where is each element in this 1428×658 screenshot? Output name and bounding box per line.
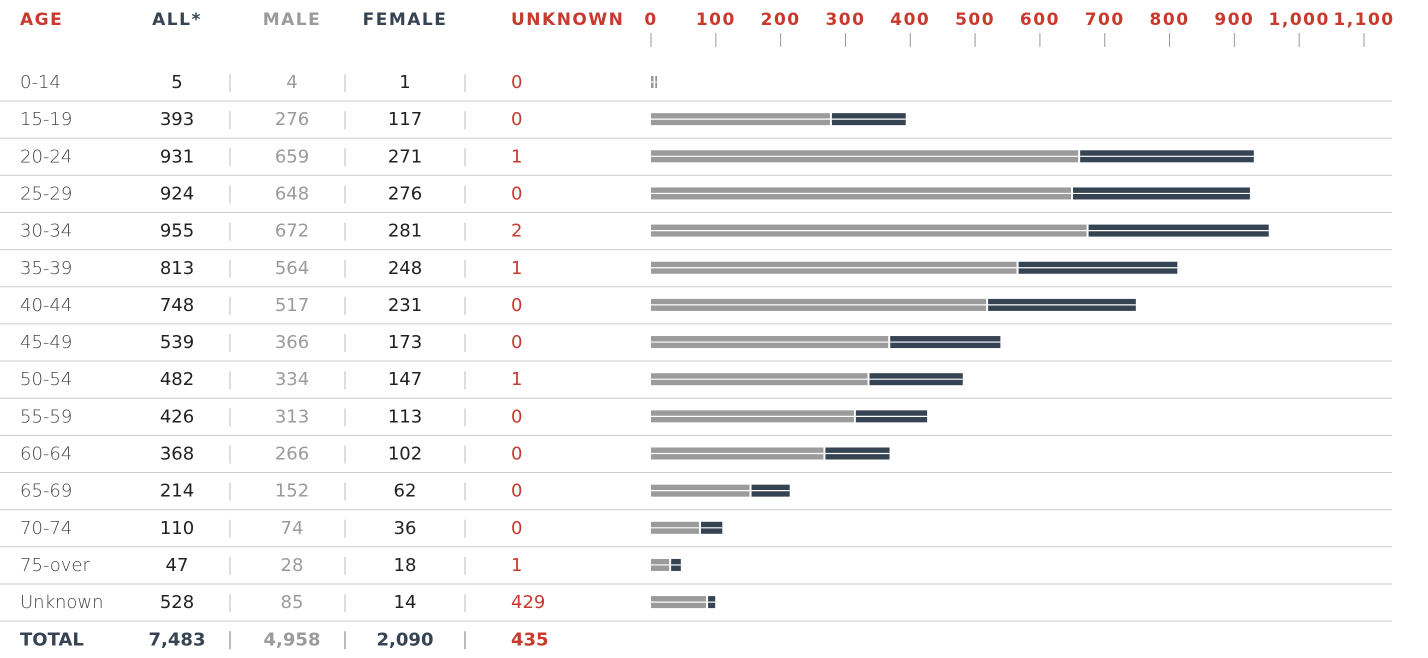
age-label: 30-34 bbox=[20, 221, 72, 242]
cell-value: 672 bbox=[275, 221, 309, 242]
cell-value: 113 bbox=[388, 406, 422, 427]
all-value: 110 bbox=[160, 518, 194, 539]
cell-value: 0 bbox=[511, 406, 522, 427]
cell-value: 74 bbox=[281, 518, 304, 539]
total-value: 435 bbox=[511, 629, 549, 650]
age-label: 75-over bbox=[20, 555, 90, 576]
x-tick-label: 100 bbox=[696, 10, 736, 30]
x-tick-label: 1,000 bbox=[1269, 10, 1330, 30]
cell-value: 429 bbox=[511, 592, 545, 613]
column-header: UNKNOWN bbox=[511, 10, 624, 30]
all-value: 426 bbox=[160, 406, 194, 427]
all-value: 368 bbox=[160, 444, 194, 465]
total-value: 4,958 bbox=[264, 629, 321, 650]
cell-value: 564 bbox=[275, 258, 309, 279]
all-value: 528 bbox=[160, 592, 194, 613]
cell-value: 276 bbox=[388, 183, 422, 204]
age-label: Unknown bbox=[20, 592, 104, 613]
cell-value: 1 bbox=[399, 72, 410, 93]
column-header: FEMALE bbox=[363, 10, 448, 30]
cell-value: 659 bbox=[275, 146, 309, 167]
all-value: 482 bbox=[160, 369, 194, 390]
cell-value: 28 bbox=[281, 555, 304, 576]
age-label: 15-19 bbox=[20, 109, 72, 130]
cell-value: 1 bbox=[511, 146, 522, 167]
cell-value: 0 bbox=[511, 72, 522, 93]
age-label: 50-54 bbox=[20, 369, 72, 390]
all-value: 924 bbox=[160, 183, 194, 204]
cell-value: 0 bbox=[511, 444, 522, 465]
all-value: 748 bbox=[160, 295, 194, 316]
cell-value: 0 bbox=[511, 183, 522, 204]
x-tick-label: 700 bbox=[1085, 10, 1125, 30]
cell-value: 366 bbox=[275, 332, 309, 353]
cell-value: 271 bbox=[388, 146, 422, 167]
age-label: 20-24 bbox=[20, 146, 72, 167]
cell-value: 0 bbox=[511, 481, 522, 502]
total-value: 2,090 bbox=[377, 629, 434, 650]
cell-value: 18 bbox=[394, 555, 417, 576]
cell-value: 117 bbox=[388, 109, 422, 130]
x-tick-label: 1,100 bbox=[1333, 10, 1394, 30]
cell-value: 147 bbox=[388, 369, 422, 390]
cell-value: 276 bbox=[275, 109, 309, 130]
cell-value: 0 bbox=[511, 518, 522, 539]
cell-value: 648 bbox=[275, 183, 309, 204]
all-value: 393 bbox=[160, 109, 194, 130]
cell-value: 2 bbox=[511, 221, 522, 242]
cell-value: 85 bbox=[281, 592, 304, 613]
age-label: 0-14 bbox=[20, 72, 61, 93]
cell-value: 1 bbox=[511, 369, 522, 390]
x-tick-label: 500 bbox=[955, 10, 995, 30]
x-tick-label: 800 bbox=[1150, 10, 1190, 30]
cell-value: 266 bbox=[275, 444, 309, 465]
cell-value: 152 bbox=[275, 481, 309, 502]
cell-value: 0 bbox=[511, 109, 522, 130]
age-label: 65-69 bbox=[20, 481, 72, 502]
age-label: 70-74 bbox=[20, 518, 72, 539]
cell-value: 313 bbox=[275, 406, 309, 427]
cell-value: 1 bbox=[511, 555, 522, 576]
all-value: 5 bbox=[171, 72, 182, 93]
column-header: MALE bbox=[263, 10, 322, 30]
age-label: 45-49 bbox=[20, 332, 72, 353]
all-value: 47 bbox=[166, 555, 189, 576]
x-tick-label: 900 bbox=[1214, 10, 1254, 30]
all-value: 539 bbox=[160, 332, 194, 353]
cell-value: 4 bbox=[286, 72, 297, 93]
cell-value: 173 bbox=[388, 332, 422, 353]
age-label: 25-29 bbox=[20, 183, 72, 204]
cell-value: 1 bbox=[511, 258, 522, 279]
x-tick-label: 200 bbox=[761, 10, 801, 30]
age-label: 35-39 bbox=[20, 258, 72, 279]
cell-value: 0 bbox=[511, 295, 522, 316]
cell-value: 102 bbox=[388, 444, 422, 465]
cell-value: 36 bbox=[394, 518, 417, 539]
cell-value: 517 bbox=[275, 295, 309, 316]
x-tick-label: 0 bbox=[644, 10, 657, 30]
cell-value: 334 bbox=[275, 369, 309, 390]
age-label: 55-59 bbox=[20, 406, 72, 427]
all-value: 931 bbox=[160, 146, 194, 167]
x-tick-label: 300 bbox=[825, 10, 865, 30]
age-label: 40-44 bbox=[20, 295, 72, 316]
all-value: 813 bbox=[160, 258, 194, 279]
total-label: TOTAL bbox=[20, 629, 84, 650]
cell-value: 281 bbox=[388, 221, 422, 242]
cell-value: 248 bbox=[388, 258, 422, 279]
all-value: 214 bbox=[160, 481, 194, 502]
cell-value: 62 bbox=[394, 481, 417, 502]
all-value: 955 bbox=[160, 221, 194, 242]
age-label: 60-64 bbox=[20, 444, 72, 465]
cell-value: 0 bbox=[511, 332, 522, 353]
age-header: AGE bbox=[20, 10, 63, 30]
cell-value: 14 bbox=[394, 592, 417, 613]
x-tick-label: 600 bbox=[1020, 10, 1060, 30]
all-header: ALL* bbox=[152, 10, 202, 30]
x-tick-label: 400 bbox=[890, 10, 930, 30]
cell-value: 231 bbox=[388, 295, 422, 316]
total-value: 7,483 bbox=[149, 629, 206, 650]
